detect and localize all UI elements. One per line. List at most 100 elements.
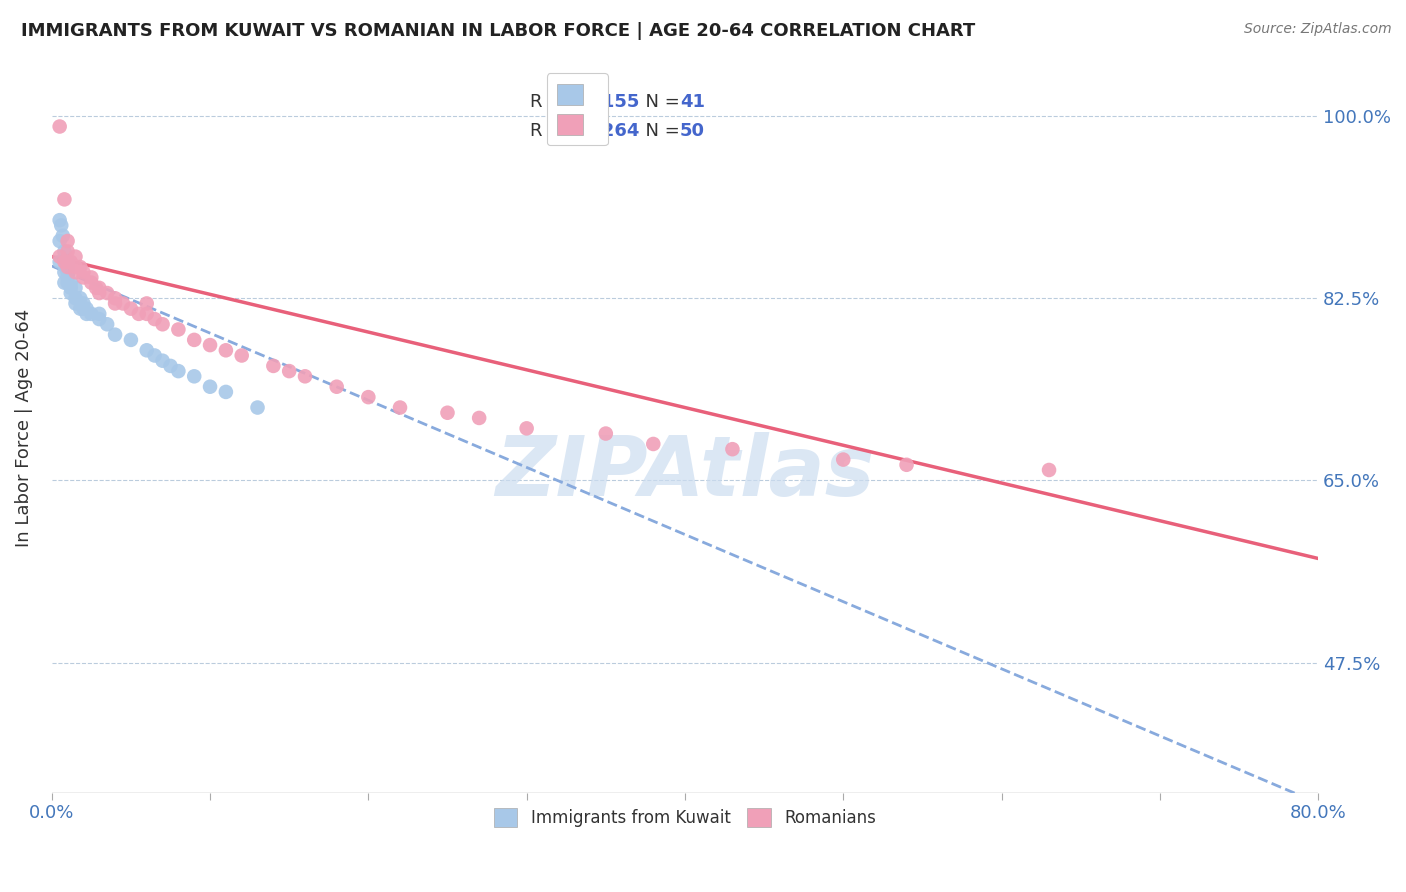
Point [388, 401, 411, 415]
Point [56, 255, 79, 269]
Point [183, 333, 205, 347]
Point [278, 364, 301, 378]
Point [48, 250, 70, 264]
Point [152, 353, 174, 368]
Point [89, 281, 111, 295]
Point [56, 265, 79, 279]
Point [65, 291, 87, 305]
Text: N =: N = [634, 122, 692, 140]
Point [69, 291, 91, 305]
Point [80, 270, 103, 285]
Point [183, 369, 205, 384]
Text: ZIPAtlas: ZIPAtlas [495, 432, 875, 513]
Point [96, 286, 118, 301]
Point [84, 281, 107, 295]
Point [48, 213, 70, 227]
Point [896, 458, 918, 472]
Point [89, 312, 111, 326]
Text: 41: 41 [681, 93, 704, 111]
Point [72, 301, 94, 316]
Point [643, 437, 665, 451]
Point [72, 265, 94, 279]
Point [56, 234, 79, 248]
Point [832, 452, 855, 467]
Point [595, 426, 617, 441]
Point [231, 349, 253, 363]
Point [56, 255, 79, 269]
Text: R =: R = [530, 93, 575, 111]
Point [104, 296, 127, 310]
Point [53, 276, 76, 290]
Point [59, 255, 82, 269]
Point [48, 234, 70, 248]
Point [56, 244, 79, 259]
Point [1038, 463, 1060, 477]
Point [294, 369, 316, 384]
Text: IMMIGRANTS FROM KUWAIT VS ROMANIAN IN LABOR FORCE | AGE 20-64 CORRELATION CHART: IMMIGRANTS FROM KUWAIT VS ROMANIAN IN LA… [21, 22, 976, 40]
Point [53, 244, 76, 259]
Point [143, 312, 166, 326]
Text: R =: R = [530, 122, 575, 140]
Point [65, 281, 87, 295]
Point [56, 270, 79, 285]
Y-axis label: In Labor Force | Age 20-64: In Labor Force | Age 20-64 [15, 310, 32, 548]
Text: -0.264: -0.264 [575, 122, 640, 140]
Point [59, 276, 82, 290]
Point [111, 296, 134, 310]
Point [69, 260, 91, 274]
Point [96, 318, 118, 332]
Point [167, 322, 190, 336]
Point [69, 301, 91, 316]
Text: 50: 50 [681, 122, 704, 140]
Point [59, 286, 82, 301]
Point [516, 421, 538, 435]
Point [55, 260, 77, 274]
Point [72, 270, 94, 285]
Point [59, 281, 82, 295]
Point [56, 276, 79, 290]
Point [167, 364, 190, 378]
Point [56, 260, 79, 274]
Point [104, 327, 127, 342]
Point [436, 406, 458, 420]
Point [52, 228, 75, 243]
Point [72, 296, 94, 310]
Point [120, 333, 142, 347]
Point [80, 307, 103, 321]
Point [246, 401, 269, 415]
Point [76, 301, 98, 316]
Point [357, 390, 380, 404]
Point [135, 307, 157, 321]
Point [135, 343, 157, 358]
Point [76, 307, 98, 321]
Point [159, 359, 181, 373]
Legend: Immigrants from Kuwait, Romanians: Immigrants from Kuwait, Romanians [485, 799, 884, 835]
Point [53, 193, 76, 207]
Point [215, 384, 238, 399]
Point [53, 255, 76, 269]
Point [48, 120, 70, 134]
Text: Source: ZipAtlas.com: Source: ZipAtlas.com [1244, 22, 1392, 37]
Point [262, 359, 284, 373]
Point [48, 255, 70, 269]
Point [215, 343, 238, 358]
Text: N =: N = [634, 93, 692, 111]
Point [135, 296, 157, 310]
Point [53, 265, 76, 279]
Point [325, 380, 347, 394]
Point [65, 296, 87, 310]
Point [80, 276, 103, 290]
Point [143, 349, 166, 363]
Point [65, 260, 87, 274]
Point [128, 307, 150, 321]
Point [721, 442, 744, 457]
Point [120, 301, 142, 316]
Point [89, 286, 111, 301]
Point [65, 265, 87, 279]
Point [198, 338, 221, 352]
Point [65, 250, 87, 264]
Point [198, 380, 221, 394]
Point [104, 291, 127, 305]
Point [468, 411, 491, 425]
Text: -0.155: -0.155 [575, 93, 640, 111]
